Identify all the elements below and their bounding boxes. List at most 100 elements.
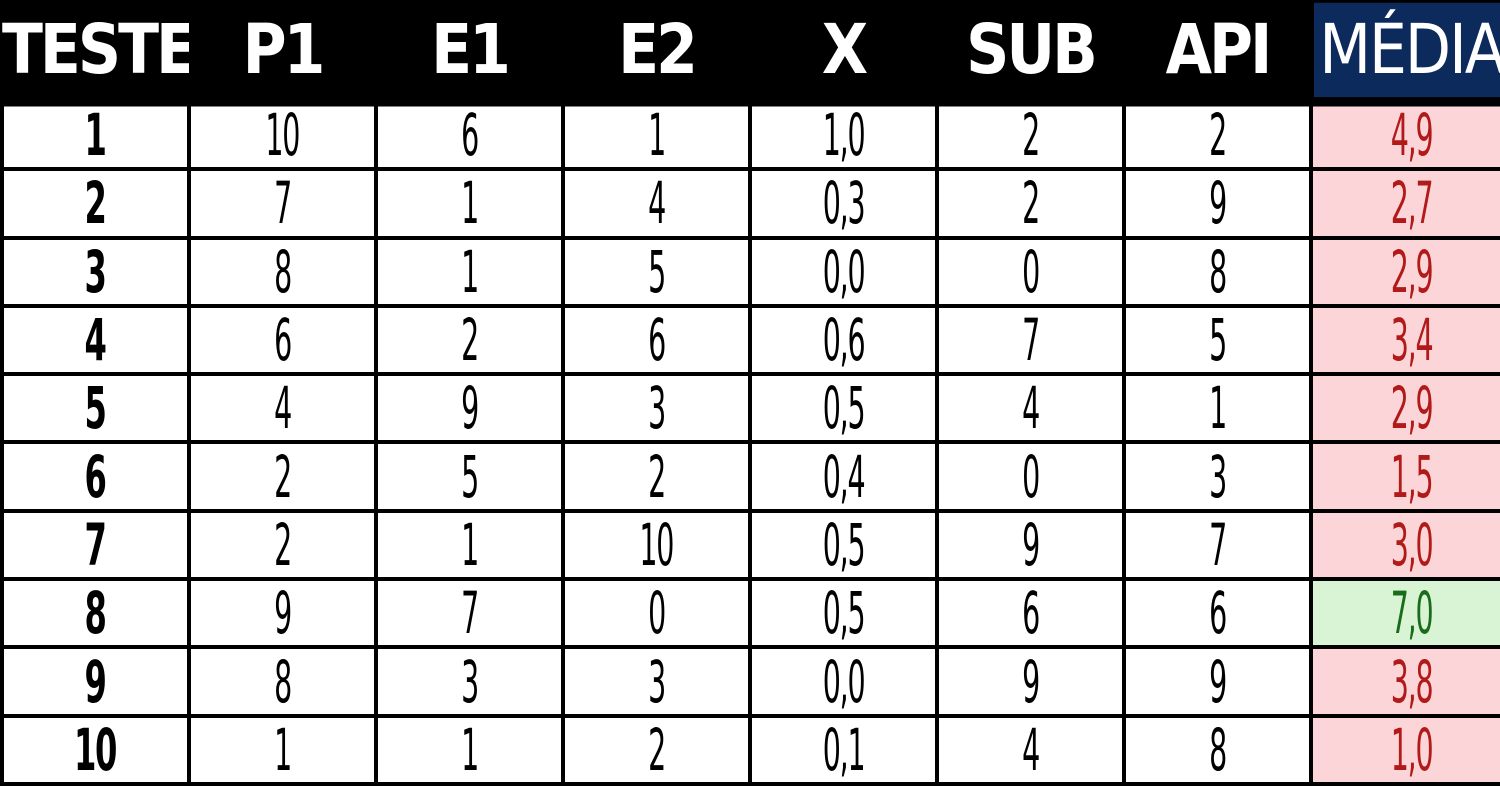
- cell-sub: 0: [935, 440, 1126, 513]
- cell-value: 0,0: [822, 237, 866, 306]
- cell-value: 6: [84, 442, 107, 511]
- cell-value: 9: [1209, 647, 1227, 716]
- cell-teste: 4: [0, 303, 191, 377]
- cell-value: 1: [461, 169, 479, 238]
- cell-sub: 0: [935, 235, 1126, 308]
- cell-e2: 0: [561, 577, 752, 650]
- cell-value: 1: [274, 716, 292, 784]
- cell-p1: 1: [187, 713, 378, 786]
- cell-value: 3: [84, 237, 107, 306]
- cell-media: 3,8: [1309, 645, 1500, 718]
- cell-value: 2: [274, 442, 292, 511]
- cell-media: 2,7: [1309, 167, 1500, 240]
- cell-value: 2: [648, 716, 666, 784]
- cell-p1: 6: [187, 303, 378, 377]
- cell-media: 2,9: [1309, 372, 1500, 445]
- cell-api: 3: [1122, 440, 1313, 513]
- cell-value: 1: [648, 101, 666, 169]
- cell-value: 4: [1022, 716, 1040, 784]
- cell-e1: 5: [374, 440, 565, 513]
- cell-x: 0,1: [748, 713, 939, 786]
- cell-value: 3: [1209, 442, 1227, 511]
- cell-value: 10: [639, 511, 675, 579]
- cell-value: 4,9: [1390, 101, 1434, 169]
- cell-x: 0,6: [748, 303, 939, 377]
- cell-teste: 7: [0, 508, 191, 582]
- cell-value: 2: [1022, 169, 1040, 238]
- cell-e2: 3: [561, 645, 752, 718]
- cell-value: 7,0: [1390, 579, 1434, 647]
- cell-e1: 2: [374, 303, 565, 377]
- cell-value: 8: [1209, 237, 1227, 306]
- cell-teste: 10: [0, 713, 191, 786]
- cell-value: 8: [274, 647, 292, 716]
- cell-value: 9: [461, 374, 479, 443]
- cell-sub: 4: [935, 713, 1126, 786]
- header-row: TESTE P1 E1 E2 X SUB API MÉDIA: [2, 0, 1500, 109]
- cell-value: 0,0: [822, 647, 866, 716]
- cell-value: 1,5: [1390, 442, 1434, 511]
- cell-value: 8: [274, 237, 292, 306]
- cell-x: 0,5: [748, 577, 939, 650]
- cell-api: 8: [1122, 235, 1313, 308]
- cell-e2: 5: [561, 235, 752, 308]
- cell-value: 4: [1022, 374, 1040, 443]
- cell-teste: 8: [0, 577, 191, 650]
- cell-p1: 2: [187, 440, 378, 513]
- cell-value: 5: [648, 237, 666, 306]
- cell-value: 1,0: [822, 101, 866, 169]
- cell-x: 1,0: [748, 98, 939, 172]
- cell-value: 1: [461, 716, 479, 784]
- header-media-cell: MÉDIA: [1311, 0, 1500, 109]
- cell-value: 0,5: [822, 511, 866, 579]
- cell-x: 0,5: [748, 372, 939, 445]
- cell-value: 4: [274, 374, 292, 443]
- cell-p1: 10: [187, 98, 378, 172]
- cell-e2: 2: [561, 713, 752, 786]
- cell-value: 3: [461, 647, 479, 716]
- cell-e1: 1: [374, 713, 565, 786]
- cell-e1: 1: [374, 167, 565, 240]
- cell-value: 6: [648, 306, 666, 374]
- table-row: 10 1 1 2 0,1 4 8 1,0: [0, 713, 1500, 786]
- cell-value: 10: [74, 716, 117, 784]
- cell-value: 2: [648, 442, 666, 511]
- cell-value: 4: [648, 169, 666, 238]
- cell-e2: 3: [561, 372, 752, 445]
- cell-sub: 2: [935, 167, 1126, 240]
- cell-api: 2: [1122, 98, 1313, 172]
- cell-value: 0,4: [822, 442, 866, 511]
- cell-value: 2: [274, 511, 292, 579]
- cell-value: 0,6: [822, 306, 866, 374]
- cell-sub: 2: [935, 98, 1126, 172]
- cell-p1: 8: [187, 235, 378, 308]
- cell-p1: 9: [187, 577, 378, 650]
- cell-value: 0,5: [822, 374, 866, 443]
- cell-media: 7,0: [1309, 577, 1500, 650]
- cell-value: 7: [1209, 511, 1227, 579]
- cell-value: 9: [1209, 169, 1227, 238]
- cell-value: 2,9: [1390, 237, 1434, 306]
- cell-sub: 9: [935, 645, 1126, 718]
- cell-value: 8: [1209, 716, 1227, 784]
- cell-e1: 1: [374, 235, 565, 308]
- table-row: 9 8 3 3 0,0 9 9 3,8: [0, 645, 1500, 718]
- header-media: MÉDIA: [1314, 2, 1500, 97]
- cell-value: 2,7: [1390, 169, 1434, 238]
- table-row: 6 2 5 2 0,4 0 3 1,5: [0, 440, 1500, 513]
- cell-teste: 6: [0, 440, 191, 513]
- cell-value: 1: [461, 511, 479, 579]
- cell-media: 1,5: [1309, 440, 1500, 513]
- cell-value: 0,3: [822, 169, 866, 238]
- cell-value: 1: [461, 237, 479, 306]
- cell-value: 2: [84, 169, 107, 238]
- table-row: 2 7 1 4 0,3 2 9 2,7: [0, 167, 1500, 240]
- cell-value: 1: [84, 101, 107, 169]
- header-e1: E1: [376, 0, 563, 109]
- cell-value: 0: [1022, 442, 1040, 511]
- cell-value: 6: [461, 101, 479, 169]
- cell-value: 7: [1022, 306, 1040, 374]
- cell-x: 0,0: [748, 235, 939, 308]
